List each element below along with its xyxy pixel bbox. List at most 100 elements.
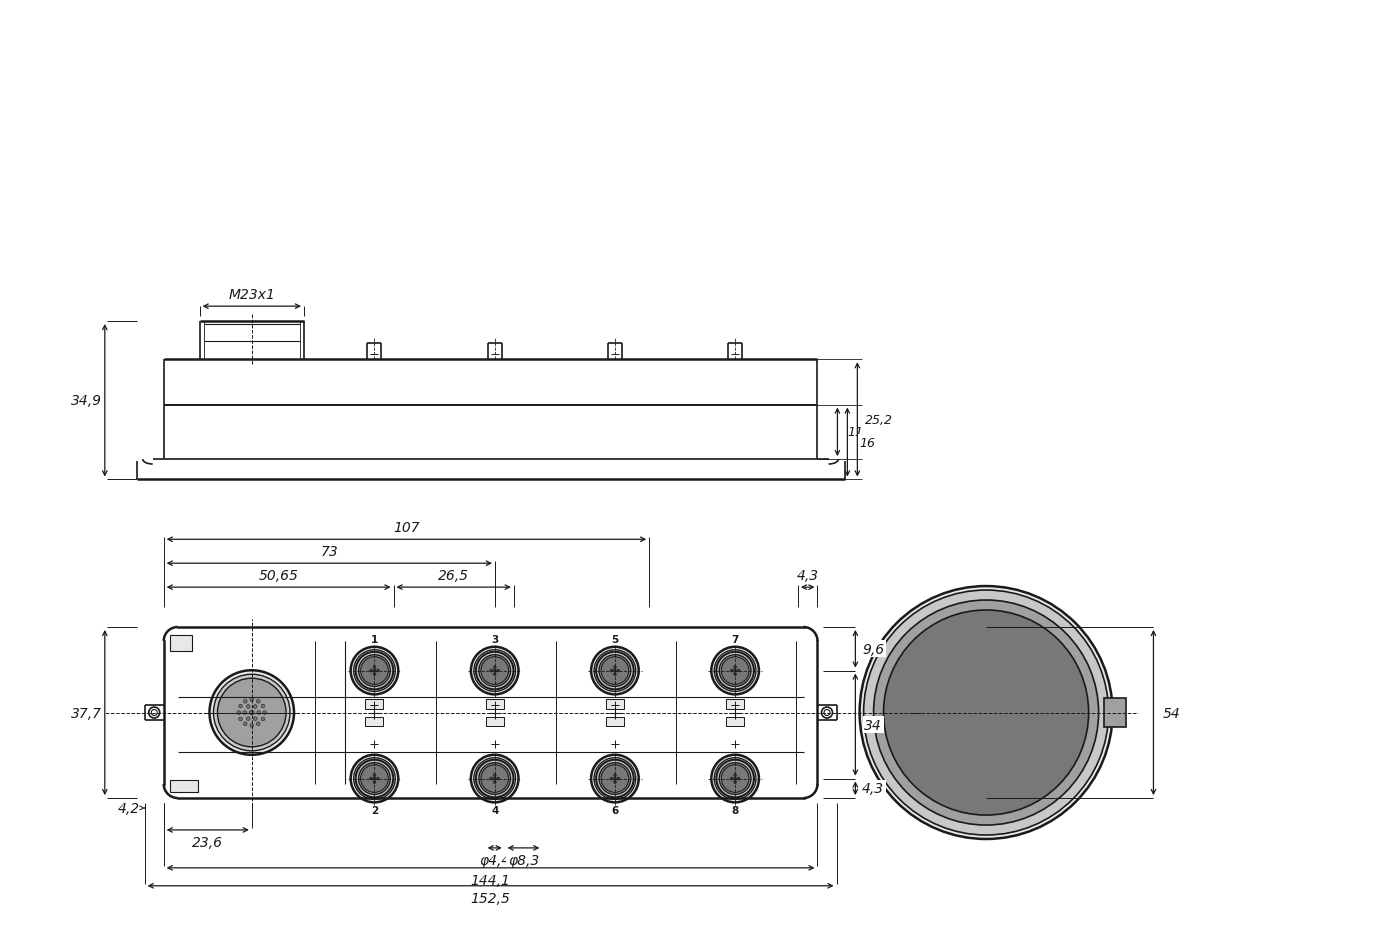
Circle shape (374, 774, 376, 777)
Text: 34,9: 34,9 (71, 394, 102, 408)
Circle shape (493, 669, 496, 672)
Circle shape (711, 755, 758, 802)
Circle shape (254, 705, 256, 709)
Circle shape (496, 777, 499, 780)
Circle shape (733, 781, 736, 784)
Text: 107: 107 (393, 521, 420, 534)
Circle shape (480, 655, 510, 686)
Circle shape (355, 760, 393, 798)
Text: 1: 1 (371, 634, 378, 644)
Circle shape (860, 586, 1112, 839)
Circle shape (733, 774, 736, 777)
Circle shape (493, 673, 496, 676)
Bar (1104, 698, 1125, 728)
Bar (170, 781, 198, 792)
Circle shape (250, 711, 254, 715)
Circle shape (613, 777, 616, 780)
Circle shape (474, 650, 516, 692)
Bar (365, 699, 383, 709)
Text: 9,6: 9,6 (863, 642, 884, 656)
Bar (606, 699, 625, 709)
Circle shape (374, 666, 376, 669)
Circle shape (247, 717, 250, 720)
Circle shape (737, 777, 740, 780)
Circle shape (238, 717, 243, 721)
Circle shape (374, 669, 376, 672)
Circle shape (475, 760, 513, 798)
Circle shape (730, 669, 733, 672)
Text: 7: 7 (732, 634, 739, 644)
Circle shape (374, 781, 376, 784)
Circle shape (493, 774, 496, 777)
Circle shape (618, 669, 620, 672)
Text: 25,2: 25,2 (866, 413, 894, 427)
Circle shape (481, 765, 509, 793)
Text: M23x1: M23x1 (229, 288, 275, 302)
Circle shape (250, 698, 254, 701)
Circle shape (247, 705, 250, 709)
Circle shape (714, 758, 756, 800)
Circle shape (493, 666, 496, 669)
Circle shape (733, 777, 736, 780)
Circle shape (496, 669, 499, 672)
Text: 11: 11 (848, 426, 863, 439)
Bar (726, 699, 744, 709)
Circle shape (493, 777, 496, 780)
Text: 54: 54 (1163, 706, 1181, 719)
Text: 152,5: 152,5 (471, 891, 510, 904)
Circle shape (489, 669, 492, 672)
Circle shape (597, 652, 634, 690)
Circle shape (358, 655, 390, 686)
Text: 3: 3 (491, 634, 498, 644)
Circle shape (611, 669, 613, 672)
Circle shape (358, 763, 390, 795)
Circle shape (256, 722, 261, 726)
Circle shape (733, 666, 736, 669)
Text: 5: 5 (612, 634, 619, 644)
Circle shape (263, 711, 266, 715)
Circle shape (618, 777, 620, 780)
Circle shape (874, 600, 1098, 825)
Bar (726, 716, 744, 727)
Circle shape (354, 758, 396, 800)
Circle shape (601, 657, 629, 684)
Bar (485, 716, 503, 727)
Text: 4: 4 (491, 805, 499, 816)
Text: φ4,4: φ4,4 (480, 853, 510, 867)
Circle shape (213, 675, 290, 751)
Circle shape (355, 652, 393, 690)
Circle shape (599, 763, 630, 795)
Circle shape (376, 669, 379, 672)
Circle shape (351, 647, 399, 695)
Circle shape (613, 669, 616, 672)
Circle shape (369, 777, 372, 780)
Bar (365, 716, 383, 727)
Text: φ8,3: φ8,3 (507, 853, 539, 867)
Circle shape (369, 669, 372, 672)
Circle shape (376, 777, 379, 780)
Circle shape (721, 657, 749, 684)
Text: 6: 6 (612, 805, 619, 816)
Circle shape (243, 711, 247, 715)
Circle shape (489, 777, 492, 780)
Text: 37,7: 37,7 (71, 706, 102, 719)
Text: 23,6: 23,6 (192, 835, 223, 849)
Circle shape (711, 647, 758, 695)
Circle shape (737, 669, 740, 672)
Circle shape (821, 707, 832, 718)
Circle shape (721, 765, 749, 793)
Circle shape (261, 704, 265, 708)
Circle shape (714, 650, 756, 692)
Bar (170, 635, 191, 651)
Text: 73: 73 (321, 545, 339, 559)
Circle shape (594, 650, 636, 692)
Text: 2: 2 (371, 805, 378, 816)
Circle shape (471, 647, 519, 695)
Circle shape (613, 781, 616, 784)
Text: 144,1: 144,1 (471, 873, 510, 886)
Circle shape (244, 700, 247, 703)
Circle shape (594, 758, 636, 800)
Circle shape (261, 717, 265, 721)
Circle shape (209, 670, 294, 755)
Circle shape (361, 657, 389, 684)
